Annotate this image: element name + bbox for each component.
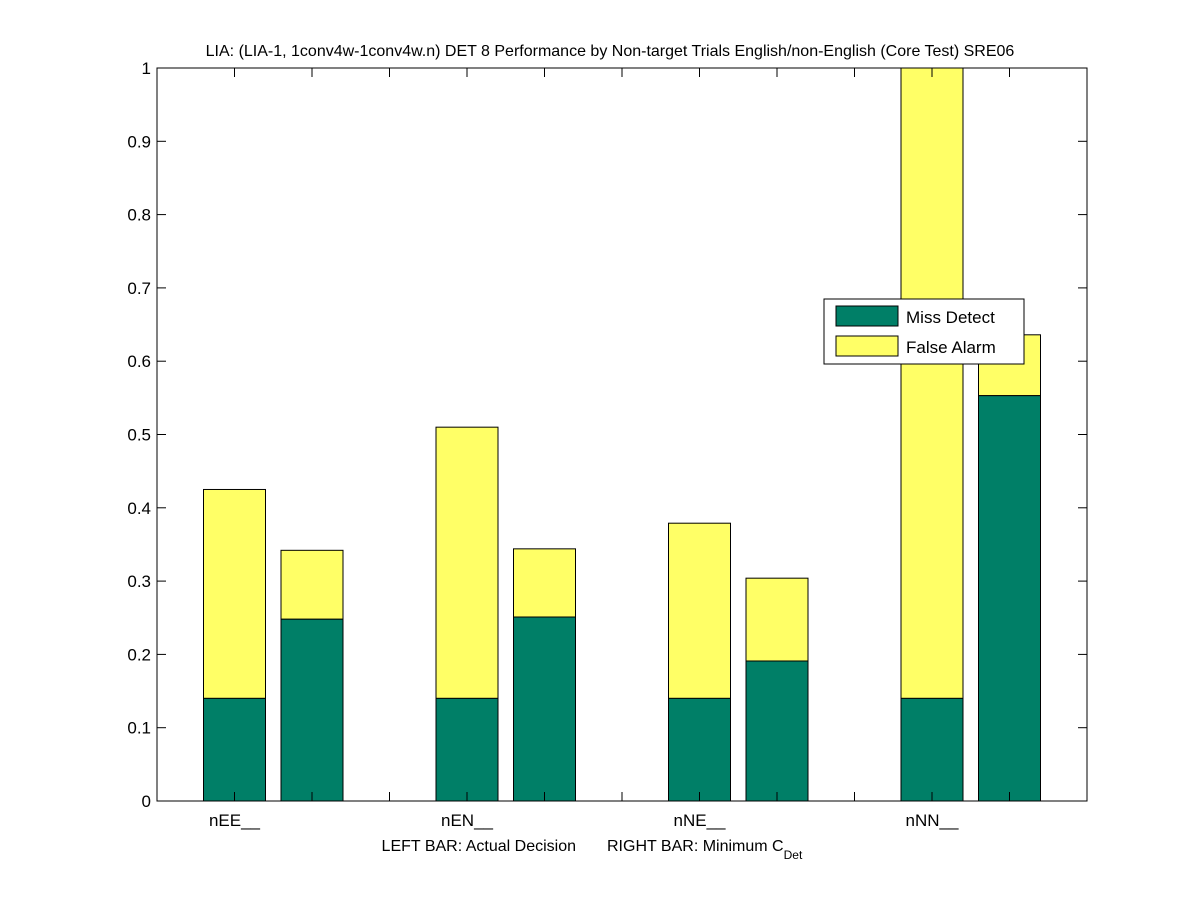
chart-title: LIA: (LIA-1, 1conv4w-1conv4w.n) DET 8 Pe… xyxy=(206,43,1015,60)
legend-label: Miss Detect xyxy=(906,308,995,327)
y-tick-label: 0.7 xyxy=(127,279,151,298)
bar-miss-detect xyxy=(203,697,266,802)
y-tick-label: 0.8 xyxy=(127,206,151,225)
legend-swatch xyxy=(835,335,899,357)
legend: Miss Detect False Alarm xyxy=(823,298,1025,365)
x-axis-label-right-sub: Det xyxy=(784,848,803,862)
bar-miss-detect xyxy=(900,697,964,802)
legend-label: False Alarm xyxy=(906,338,996,357)
x-axis-label: LEFT BAR: Actual Decision RIGHT BAR: Min… xyxy=(382,838,803,862)
bar-false-alarm xyxy=(513,548,576,618)
y-tick-label: 0.6 xyxy=(127,352,151,371)
y-tick-label: 0.3 xyxy=(127,572,151,591)
bar-false-alarm xyxy=(668,522,731,699)
x-axis-label-right: RIGHT BAR: Minimum CDet xyxy=(607,838,803,862)
x-category-label: nEN__ xyxy=(441,811,494,830)
bars-layer xyxy=(203,67,1041,802)
y-tick-label: 0.1 xyxy=(127,719,151,738)
y-tick-label: 0.5 xyxy=(127,426,151,445)
y-tick-label: 0.4 xyxy=(127,499,151,518)
y-tick-label: 0.9 xyxy=(127,132,151,151)
y-tick-label: 0 xyxy=(142,792,151,811)
x-category-label: nEE__ xyxy=(209,811,261,830)
bar-false-alarm xyxy=(435,426,499,699)
bar-false-alarm xyxy=(745,577,809,662)
x-category-label: nNN__ xyxy=(906,811,959,830)
axes-layer: 0 0.1 0.2 0.3 0.4 0.5 0.6 0.7 0.8 0.9 1 nEE__ nEN__ n… xyxy=(127,59,1088,830)
bar-miss-detect xyxy=(513,616,576,802)
bar-miss-detect xyxy=(280,618,344,802)
bar-miss-detect xyxy=(668,697,731,802)
bar-miss-detect xyxy=(435,697,499,802)
bar-miss-detect xyxy=(745,660,809,802)
bar-miss-detect xyxy=(978,395,1041,802)
bar-false-alarm xyxy=(900,67,964,699)
y-tick-label: 1 xyxy=(142,59,151,78)
x-axis-label-left: LEFT BAR: Actual Decision xyxy=(382,838,576,855)
bar-false-alarm xyxy=(280,549,344,620)
bar-false-alarm xyxy=(203,488,266,699)
y-tick-label: 0.2 xyxy=(127,645,151,664)
legend-swatch xyxy=(835,305,899,327)
x-axis-label-right-main: RIGHT BAR: Minimum C xyxy=(607,838,784,855)
x-category-label: nNE__ xyxy=(674,811,727,830)
